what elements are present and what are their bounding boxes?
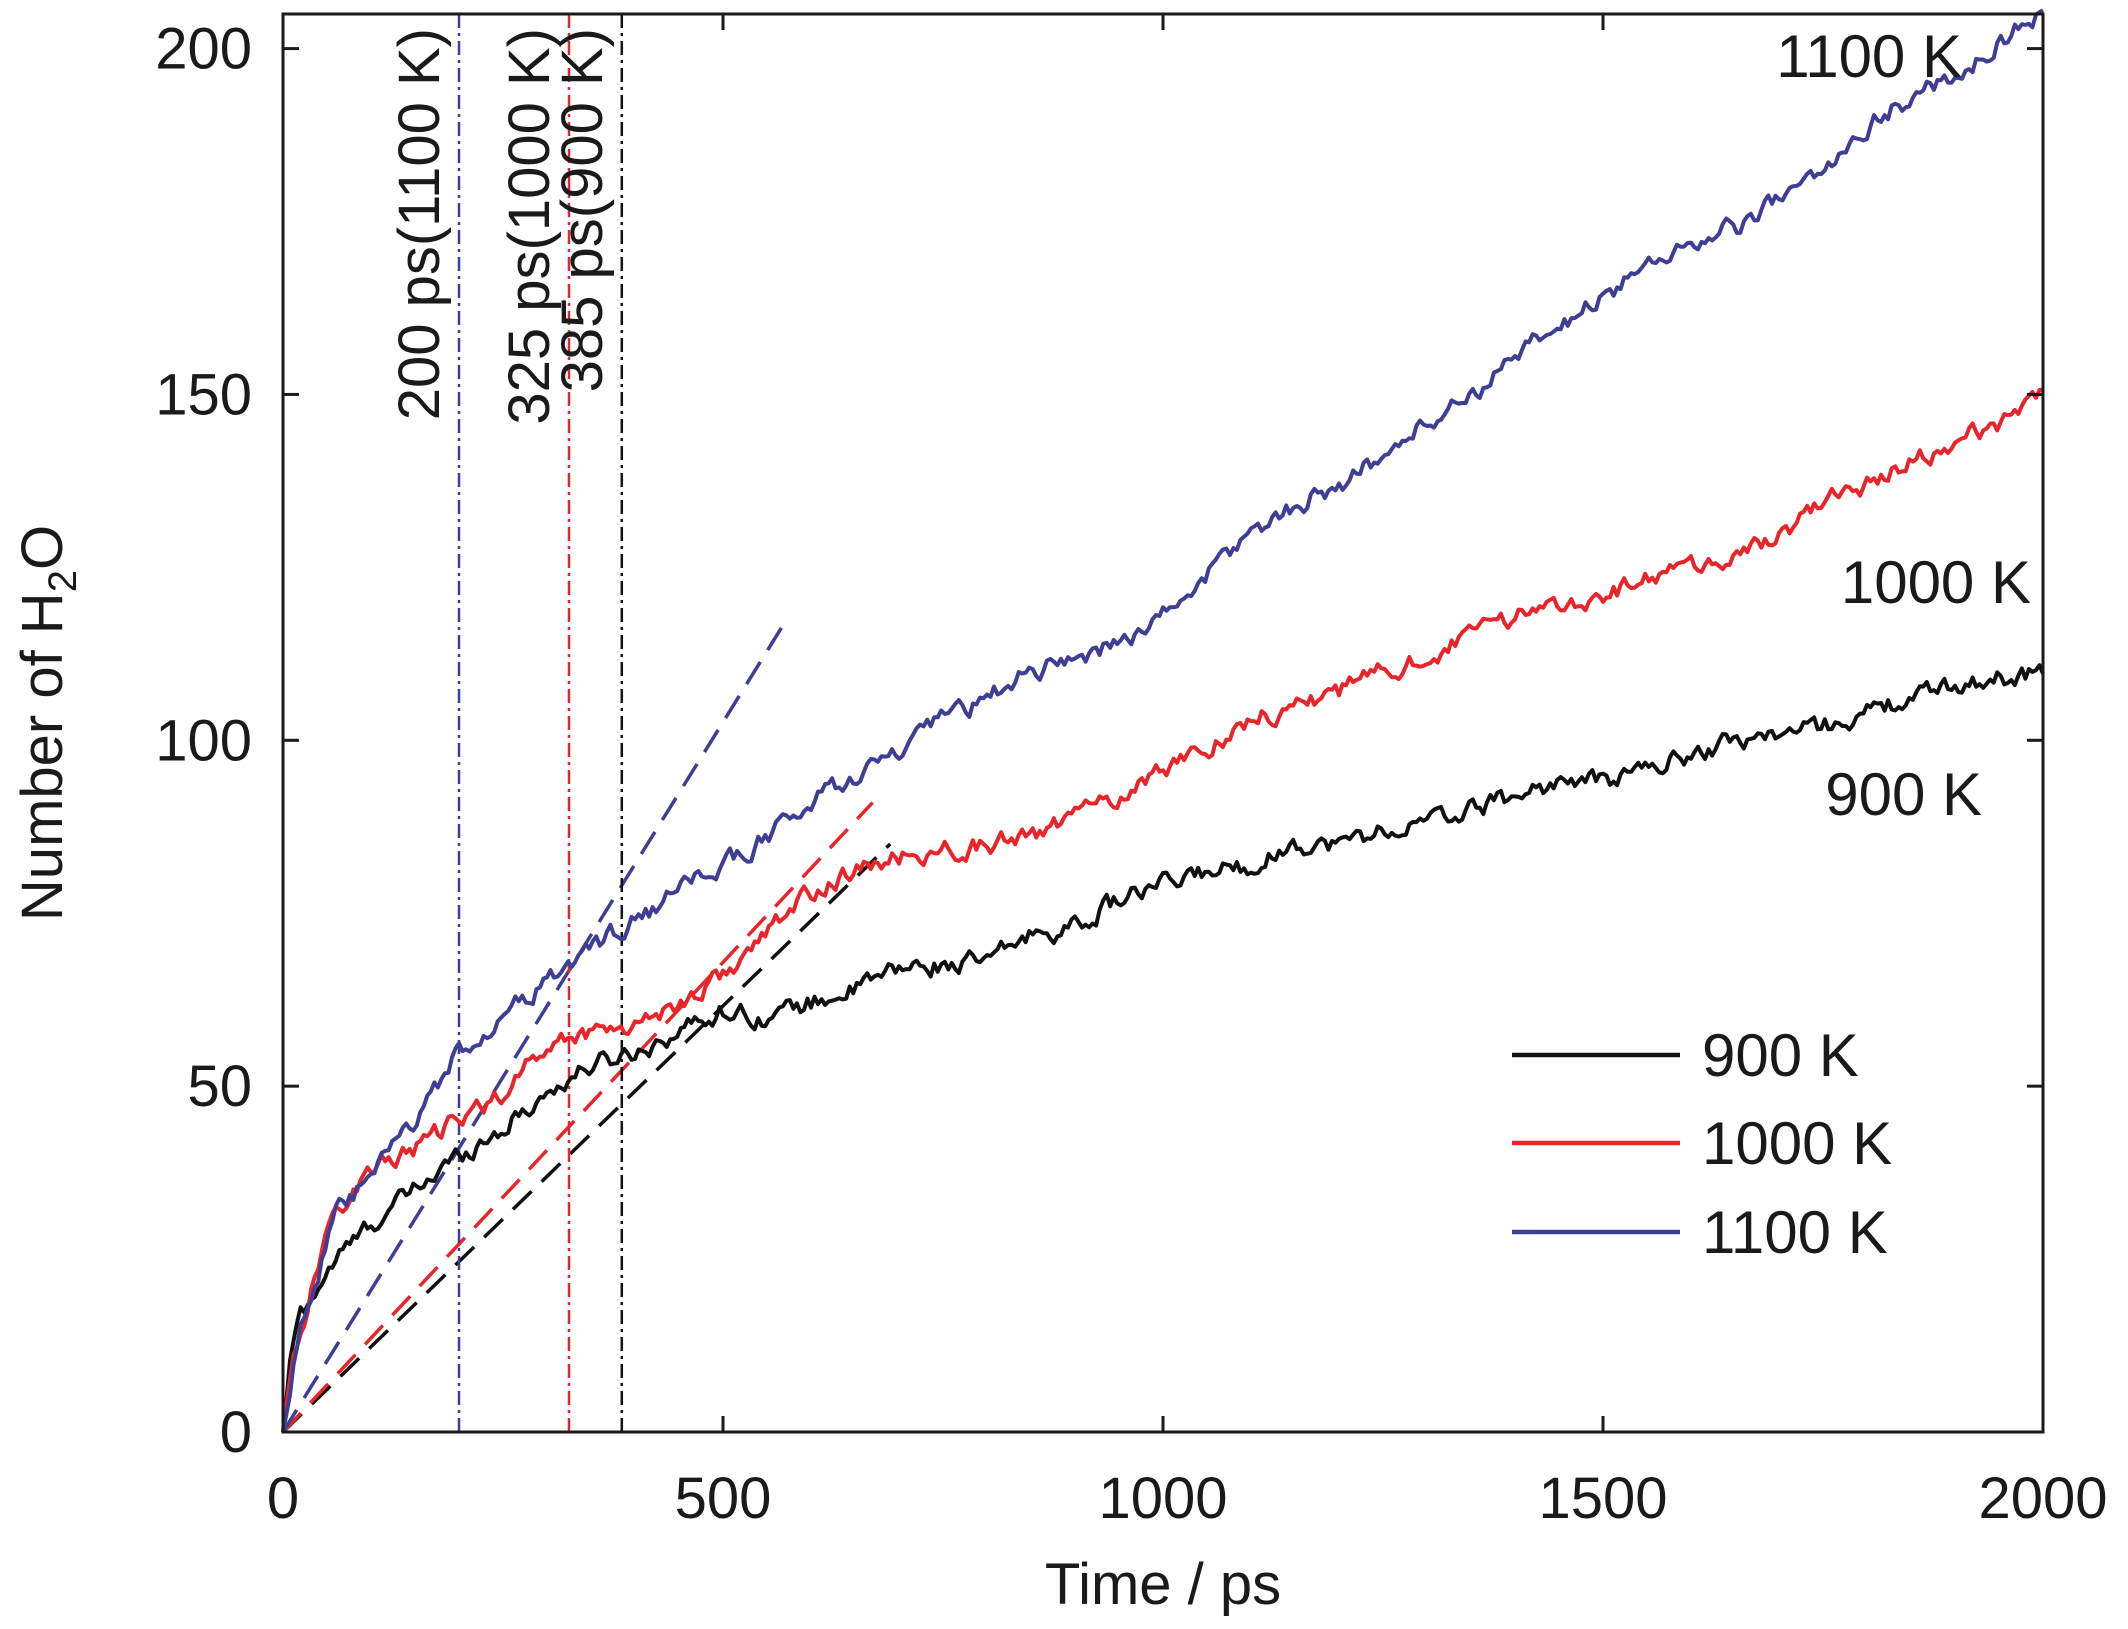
fit-line [281, 842, 892, 1434]
fit-line [281, 801, 874, 1434]
series-end-label: 1000 K [1841, 549, 2031, 616]
legend-label: 900 K [1702, 1022, 1859, 1089]
series-line [281, 387, 2044, 1433]
series-line [281, 8, 2044, 1433]
series-line [281, 663, 2045, 1433]
data-series [281, 8, 2045, 1433]
time-marker-label: 385 ps(900 K) [550, 28, 615, 392]
y-tick-label: 200 [155, 17, 252, 82]
time-marker-label: 200 ps(1100 K) [387, 28, 452, 420]
y-tick-label: 100 [155, 708, 252, 773]
x-tick-label: 0 [267, 1466, 299, 1531]
series-end-label: 900 K [1825, 761, 1982, 828]
legend-label: 1100 K [1702, 1199, 1888, 1266]
x-tick-label: 1500 [1538, 1466, 1667, 1531]
x-tick-label: 1000 [1098, 1466, 1227, 1531]
legend-label: 1000 K [1702, 1110, 1892, 1177]
time-marker-label: 325 ps(1000 K) [497, 28, 562, 425]
x-axis-label: Time / ps [1045, 1552, 1281, 1617]
x-tick-label: 2000 [1978, 1466, 2107, 1531]
axes: 0 500 1000 1500 2000 0 50 100 150 200 Time / ps Num… [10, 12, 2108, 1617]
y-tick-label: 50 [187, 1054, 252, 1119]
y-axis-label: Number of H2O [10, 525, 85, 921]
x-tick-label: 500 [675, 1466, 772, 1531]
series-end-label: 1100 K [1776, 23, 1962, 90]
annotations: 900 K 1000 K 1100 K [1776, 23, 2031, 828]
y-tick-label: 0 [220, 1400, 252, 1465]
time-markers: 200 ps(1100 K) 325 ps(1000 K)385 ps(900 K… [387, 14, 624, 1432]
fit-lines [281, 621, 892, 1434]
y-tick-label: 150 [155, 362, 252, 427]
legend: 900 K 1000 K 1100 K [1512, 1022, 1892, 1266]
fit-line [281, 621, 787, 1433]
